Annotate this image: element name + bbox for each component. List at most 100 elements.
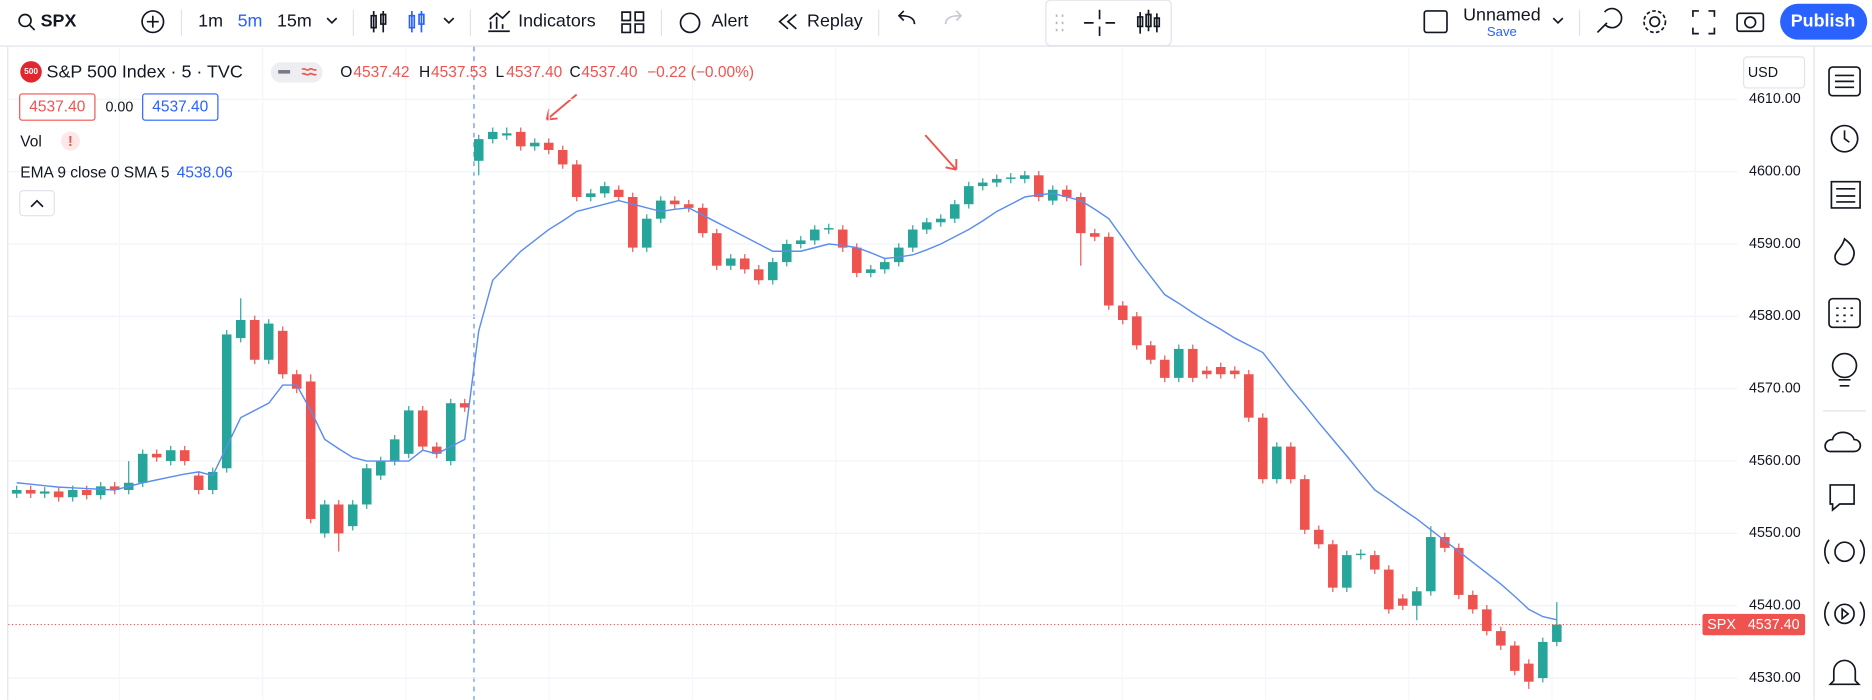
chart-style-button[interactable] (1136, 9, 1161, 34)
crosshair-button[interactable] (1084, 9, 1116, 37)
candle-body (277, 330, 288, 375)
search-icon[interactable] (18, 13, 32, 28)
buy-box[interactable] (142, 93, 219, 121)
candle-body (669, 200, 680, 205)
collapse-button[interactable] (19, 190, 55, 217)
symbol[interactable]: SPX (41, 10, 77, 30)
signal-waves (1823, 539, 1866, 565)
currency-button[interactable] (1743, 56, 1806, 89)
ideas-button[interactable] (1831, 352, 1858, 379)
candle-body (585, 193, 596, 197)
ema-line (16, 192, 1557, 621)
alert-icon[interactable] (679, 12, 701, 34)
ohlc-value: 4537.40 (506, 64, 562, 81)
y-tick-label: 4560.00 (1749, 453, 1801, 469)
dropdown[interactable] (326, 17, 338, 25)
ohlc-value: 4537.53 (431, 64, 487, 81)
publish-label[interactable]: Publish (1791, 10, 1856, 30)
alert-button[interactable]: Alert (712, 10, 749, 30)
candle-body (1356, 553, 1366, 556)
drag-handle[interactable] (1055, 14, 1064, 32)
notifications-button[interactable] (1828, 659, 1861, 686)
fullscreen-button[interactable] (1692, 10, 1716, 35)
news-button[interactable] (1830, 180, 1861, 209)
candle-body (417, 410, 428, 447)
layout-checkbox[interactable] (1423, 10, 1448, 34)
hotlists-button[interactable] (1834, 237, 1855, 266)
dropdown[interactable] (1552, 17, 1564, 25)
y-tick-label: 4540.00 (1749, 598, 1801, 614)
candle-body (473, 139, 484, 161)
clock-hands (1843, 130, 1850, 143)
messages-button[interactable] (1829, 484, 1855, 512)
last-price-symbol: SPX (1707, 617, 1736, 633)
candle-body (1286, 446, 1296, 480)
candle-body (1552, 624, 1562, 642)
settings-button[interactable] (1649, 16, 1661, 28)
compare-button[interactable] (141, 10, 165, 34)
layout-name[interactable]: Unnamed (1463, 4, 1541, 24)
vol-alert-mark[interactable]: ! (68, 134, 73, 150)
sell-price[interactable]: 4537.40 (29, 99, 85, 116)
interval[interactable]: 1m (198, 10, 223, 30)
signals-button[interactable] (1834, 541, 1855, 563)
candle-body (1398, 598, 1408, 606)
candle-body (25, 489, 36, 494)
candle-body (1328, 544, 1338, 588)
bars-icon[interactable] (408, 10, 425, 33)
replay-button[interactable]: Replay (807, 10, 863, 30)
toggle-wave (301, 67, 317, 76)
stream-button[interactable] (1834, 603, 1855, 625)
candle-body (865, 269, 876, 273)
candle-body (879, 262, 890, 270)
dropdown[interactable] (443, 17, 455, 25)
indicators-icon[interactable] (488, 10, 511, 33)
sell-box[interactable] (19, 93, 96, 121)
publish-button[interactable] (1780, 3, 1868, 40)
candle-body (907, 229, 918, 248)
ohlc-label: H (419, 64, 430, 81)
candle-body (599, 186, 610, 194)
chats-button[interactable] (1824, 431, 1862, 453)
interval[interactable]: 15m (277, 10, 312, 30)
candles-icon[interactable] (370, 10, 387, 33)
candle-body (1174, 348, 1184, 378)
annotation-arrow (924, 134, 958, 171)
candle-body (179, 450, 190, 462)
candle-body (361, 468, 372, 505)
right-sidebar (1813, 46, 1867, 700)
candle-body (319, 504, 330, 534)
ohlc-label: O (340, 64, 352, 81)
candle-body (1146, 345, 1156, 360)
candle-body (795, 240, 806, 245)
screenshot-button[interactable] (1736, 12, 1765, 33)
undo-button[interactable] (897, 10, 916, 25)
vol-alert[interactable] (60, 131, 80, 151)
ema-label: EMA 9 close 0 SMA 5 (20, 164, 169, 181)
indicators-button[interactable]: Indicators (518, 10, 596, 30)
alerts-button[interactable] (1830, 124, 1859, 153)
plus-icon (146, 15, 159, 28)
candle-body (978, 182, 988, 187)
candle-body (921, 222, 932, 230)
candle-body (809, 229, 820, 241)
candle-body (431, 446, 442, 454)
ohlc-label: L (495, 64, 504, 81)
candle-body (655, 200, 666, 219)
quick-search[interactable] (1596, 7, 1623, 34)
interval-active[interactable]: 5m (238, 10, 263, 30)
candle-body (1454, 547, 1464, 595)
redo-button[interactable] (944, 10, 963, 25)
layouts-icon[interactable] (621, 11, 645, 34)
buy-price[interactable]: 4537.40 (152, 99, 208, 116)
currency[interactable]: USD (1748, 65, 1778, 81)
candle-body (263, 323, 274, 360)
visibility-toggle[interactable] (271, 62, 323, 83)
save-button[interactable]: Save (1487, 24, 1517, 39)
candle-body (781, 244, 792, 263)
replay-icon[interactable] (778, 13, 797, 30)
watchlist-button[interactable] (1828, 66, 1861, 97)
calendar-button[interactable] (1828, 297, 1861, 329)
y-tick-label: 4530.00 (1749, 670, 1801, 686)
watchlist-lines (1834, 74, 1855, 89)
